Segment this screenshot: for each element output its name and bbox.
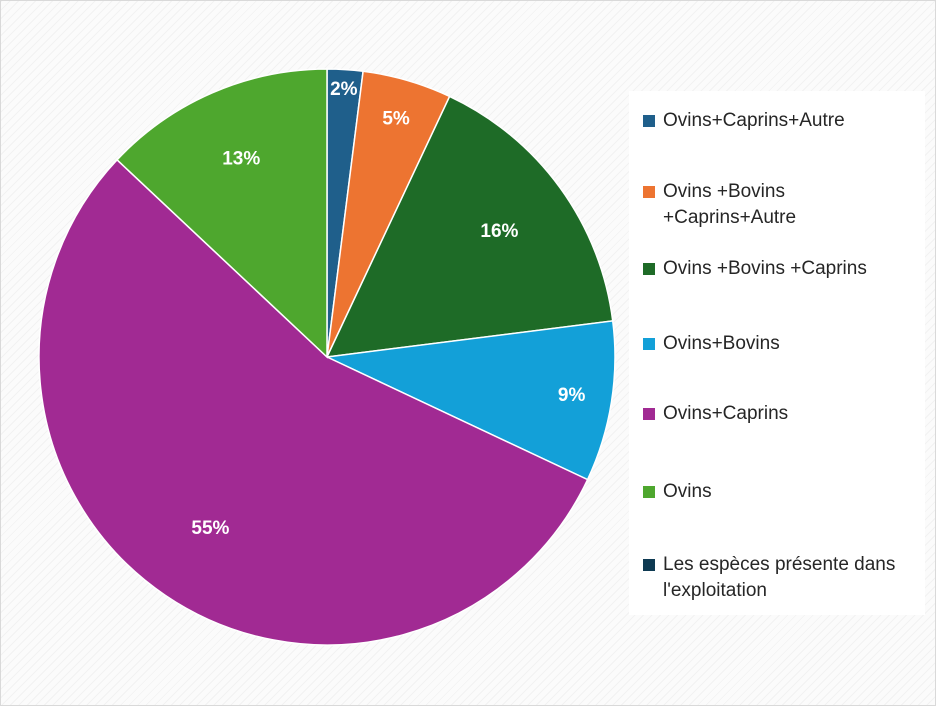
legend-swatch bbox=[643, 486, 655, 498]
legend-swatch bbox=[643, 559, 655, 571]
legend-text: Ovins+Caprins bbox=[663, 403, 789, 424]
slice-value-label: 2% bbox=[330, 79, 358, 100]
slice-value-label: 55% bbox=[191, 518, 229, 539]
legend-text: Ovins+Caprins+Autre bbox=[663, 110, 845, 131]
legend-swatch bbox=[643, 408, 655, 420]
legend-swatch bbox=[643, 338, 655, 350]
legend-text: Ovins+Bovins bbox=[663, 333, 780, 354]
legend-text: Ovins bbox=[663, 481, 712, 502]
legend-swatch bbox=[643, 115, 655, 127]
slice-value-label: 13% bbox=[222, 148, 260, 169]
pie-slice bbox=[38, 158, 589, 646]
slice-value-label: 16% bbox=[480, 221, 518, 242]
legend-text: Ovins +Bovins +Caprins bbox=[663, 258, 867, 279]
slice-value-label: 9% bbox=[558, 385, 586, 406]
pie-slice bbox=[325, 95, 614, 358]
legend-text: Les espèces présente dans l'exploitation bbox=[663, 554, 896, 601]
legend-swatch bbox=[643, 186, 655, 198]
legend: Ovins+Caprins+Autre Ovins +Bovins +Capri… bbox=[629, 91, 925, 615]
legend-swatch bbox=[643, 263, 655, 275]
pie-slice bbox=[115, 68, 328, 359]
slice-value-label: 5% bbox=[382, 109, 410, 130]
pie-slice bbox=[324, 320, 616, 481]
legend-text: Ovins +Bovins +Caprins+Autre bbox=[663, 181, 797, 228]
